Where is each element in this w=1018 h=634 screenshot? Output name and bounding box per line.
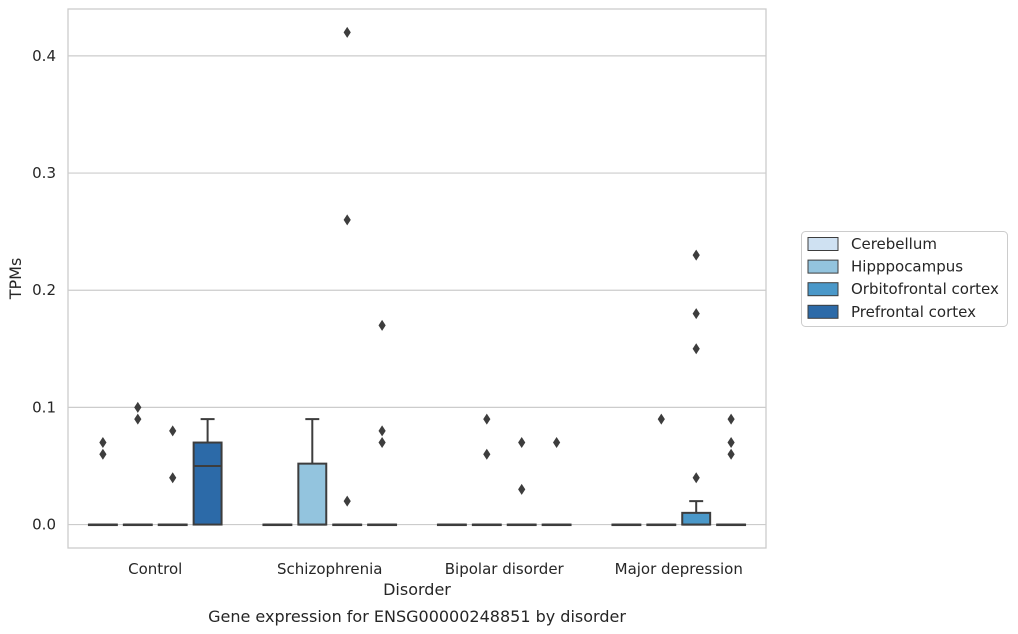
legend-swatch (807, 259, 839, 274)
y-tick-label: 0.4 (32, 47, 56, 65)
legend-box (801, 231, 1008, 327)
legend-label: Hipppocampus (851, 258, 963, 276)
box-2-0 (436, 523, 467, 527)
box-0-3 (192, 418, 223, 526)
outlier-point (343, 214, 351, 226)
box-0-1 (122, 401, 153, 527)
legend-item: Cerebellum (807, 235, 937, 253)
outlier-point (657, 413, 665, 425)
box-0-0 (87, 437, 118, 527)
chart-caption: Gene expression for ENSG00000248851 by d… (208, 607, 626, 626)
box-iqr (192, 441, 223, 526)
outlier-point (692, 308, 700, 320)
box-iqr (297, 462, 328, 526)
plot-frame (67, 8, 767, 549)
box-1-0 (262, 523, 293, 527)
outlier-point (727, 437, 735, 449)
outlier-point (518, 483, 526, 495)
legend-swatch (807, 304, 839, 319)
box-1-2 (332, 26, 363, 527)
outlier-point (169, 425, 177, 437)
y-tick-label: 0.3 (32, 164, 56, 182)
outlier-point (483, 413, 491, 425)
outlier-point (99, 448, 107, 460)
legend-swatch (807, 282, 839, 297)
box-3-3 (716, 413, 747, 527)
y-tick-label: 0.2 (32, 281, 56, 299)
outlier-point (378, 437, 386, 449)
box-2-2 (506, 437, 537, 527)
x-axis-label: Disorder (383, 580, 451, 599)
box-1-1 (297, 418, 328, 526)
x-tick-labels: Control Schizophrenia Bipolar disorder Majo… (128, 560, 743, 578)
box-3-2 (681, 249, 712, 526)
legend-label: Cerebellum (851, 235, 937, 253)
outlier-point (692, 472, 700, 484)
legend-item: Orbitofrontal cortex (807, 280, 999, 298)
plot-boxes (87, 26, 747, 527)
box-1-3 (367, 319, 398, 527)
x-tick-label: Control (128, 560, 182, 578)
box-2-3 (541, 437, 572, 527)
legend-swatch (807, 237, 839, 251)
box-0-2 (157, 425, 188, 527)
legend-label: Prefrontal cortex (851, 303, 976, 321)
outlier-point (483, 448, 491, 460)
outlier-point (692, 249, 700, 261)
y-tick-labels: 0.0 0.1 0.2 0.3 0.4 (32, 47, 56, 534)
outlier-point (134, 401, 142, 413)
box-iqr (681, 511, 712, 526)
box-3-0 (611, 523, 642, 527)
legend[interactable]: Cerebellum Hipppocampus Orbitofrontal cort… (801, 231, 1008, 327)
outlier-point (518, 437, 526, 449)
legend-item: Hipppocampus (807, 258, 963, 276)
outlier-point (343, 26, 351, 38)
outlier-point (378, 425, 386, 437)
outlier-point (99, 437, 107, 449)
outlier-point (343, 495, 351, 507)
outlier-point (378, 319, 386, 331)
y-axis-label: TPMs (6, 258, 25, 301)
legend-item: Prefrontal cortex (807, 303, 976, 321)
outlier-point (553, 437, 561, 449)
y-tick-label: 0.1 (32, 398, 56, 416)
box-2-1 (471, 413, 502, 527)
outlier-point (727, 413, 735, 425)
y-tick-label: 0.0 (32, 516, 56, 534)
legend-label: Orbitofrontal cortex (851, 280, 999, 298)
x-tick-label: Bipolar disorder (445, 560, 565, 578)
grid-lines (68, 55, 766, 526)
x-tick-label: Major depression (615, 560, 743, 578)
outlier-point (169, 472, 177, 484)
outlier-point (692, 343, 700, 355)
outlier-point (134, 413, 142, 425)
outlier-point (727, 448, 735, 460)
x-tick-label: Schizophrenia (277, 560, 382, 578)
box-3-1 (646, 413, 677, 527)
